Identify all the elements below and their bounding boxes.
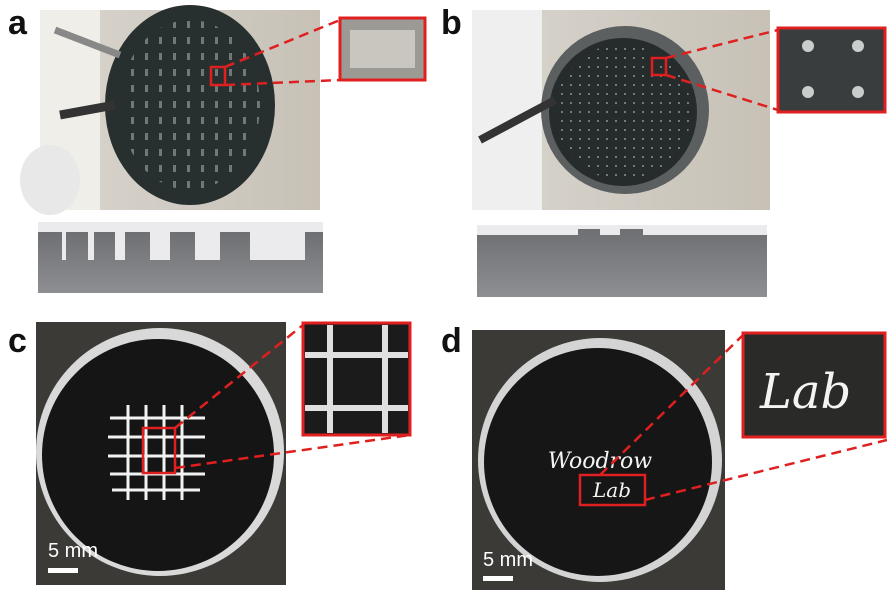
printed-text: Lab xyxy=(592,478,631,502)
inset-text: Lab xyxy=(759,364,851,420)
inset xyxy=(303,323,410,435)
panel-label: b xyxy=(441,4,462,42)
inset xyxy=(778,28,885,112)
panel-label: c xyxy=(8,322,27,360)
panel-b: b xyxy=(441,4,885,297)
photo-bg xyxy=(20,145,80,215)
panel-d: Woodrow Lab Lab 5 mm d xyxy=(441,322,887,590)
inset-feature xyxy=(350,30,415,68)
scale-bar xyxy=(48,568,78,573)
printed-text: Woodrow xyxy=(548,449,652,474)
panel-a: a xyxy=(8,4,425,293)
wafer-pattern xyxy=(555,44,691,180)
scale-bar xyxy=(483,576,513,581)
panel-c: 5 mm c xyxy=(8,322,410,585)
scale-bar-label: 5 mm xyxy=(483,549,533,571)
cross-section-profile xyxy=(477,229,767,297)
wafer-pattern xyxy=(120,20,260,190)
panel-label: a xyxy=(8,4,28,42)
figure: a b 5 mm xyxy=(0,0,887,592)
panel-label: d xyxy=(441,322,462,360)
scale-bar-label: 5 mm xyxy=(48,540,98,562)
